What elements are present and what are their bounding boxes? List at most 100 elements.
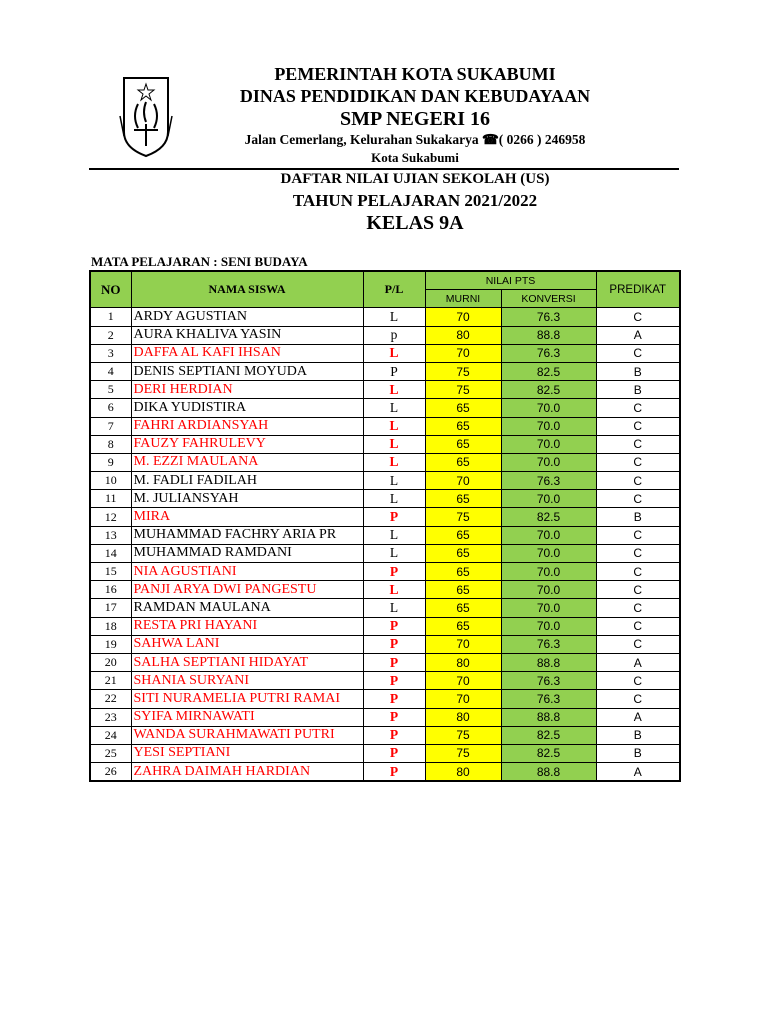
cell-konversi: 70.0 [500, 525, 597, 545]
cell-gender: L [362, 434, 426, 454]
cell-no: 25 [89, 743, 132, 764]
table-row: 9 M. EZZI MAULANA L 65 70.0 C [89, 452, 681, 473]
cell-name: ARDY AGUSTIAN [130, 307, 364, 327]
cell-gender: L [362, 380, 426, 400]
cell-predikat: B [595, 743, 681, 764]
cell-gender: P [362, 762, 426, 782]
cell-predikat: C [595, 416, 681, 436]
school-year: TAHUN PELAJARAN 2021/2022 [292, 191, 538, 210]
cell-name: MUHAMMAD FACHRY ARIA PR [130, 525, 364, 545]
cell-no: 9 [89, 452, 132, 473]
cell-gender: L [362, 598, 426, 618]
table-row: 2 AURA KHALIVA YASIN p 80 88.8 A [89, 325, 681, 345]
cell-konversi: 70.0 [500, 598, 597, 618]
cell-predikat: A [595, 707, 681, 727]
cell-name: DERI HERDIAN [130, 380, 364, 400]
cell-gender: L [362, 452, 426, 473]
cell-no: 16 [89, 580, 132, 600]
col-header-gender: P/L [362, 270, 426, 309]
cell-murni: 65 [424, 580, 502, 600]
cell-predikat: B [595, 725, 681, 745]
cell-gender: P [362, 671, 426, 691]
cell-no: 15 [89, 561, 132, 582]
cell-no: 26 [89, 762, 132, 782]
cell-konversi: 76.3 [500, 471, 597, 491]
cell-no: 5 [89, 380, 132, 400]
cell-gender: L [362, 580, 426, 600]
table-row: 21 SHANIA SURYANI P 70 76.3 C [89, 671, 681, 691]
cell-no: 18 [89, 616, 132, 636]
cell-konversi: 70.0 [500, 489, 597, 509]
table-row: 10 M. FADLI FADILAH L 70 76.3 C [89, 471, 681, 491]
header-divider [89, 168, 679, 170]
cell-name: FAUZY FAHRULEVY [130, 434, 364, 454]
cell-murni: 75 [424, 380, 502, 400]
cell-name: AURA KHALIVA YASIN [130, 325, 364, 345]
cell-murni: 65 [424, 489, 502, 509]
cell-konversi: 88.8 [500, 652, 597, 673]
header-department: DINAS PENDIDIKAN DAN KEBUDAYAAN [239, 86, 591, 106]
cell-gender: P [362, 725, 426, 745]
cell-konversi: 70.0 [500, 580, 597, 600]
cell-name: RAMDAN MAULANA [130, 598, 364, 618]
cell-konversi: 88.8 [500, 707, 597, 727]
col-header-predikat: PREDIKAT [595, 270, 681, 309]
cell-predikat: C [595, 616, 681, 636]
cell-name: FAHRI ARDIANSYAH [130, 416, 364, 436]
cell-no: 23 [89, 707, 132, 727]
table-row: 13 MUHAMMAD FACHRY ARIA PR L 65 70.0 C [89, 525, 681, 545]
cell-name: DAFFA AL KAFI IHSAN [130, 343, 364, 363]
table-row: 25 YESI SEPTIANI P 75 82.5 B [89, 743, 681, 764]
cell-name: SHANIA SURYANI [130, 671, 364, 691]
table-row: 20 SALHA SEPTIANI HIDAYAT P 80 88.8 A [89, 652, 681, 673]
col-header-konversi: KONVERSI [500, 289, 597, 309]
cell-murni: 70 [424, 671, 502, 691]
col-header-name: NAMA SISWA [130, 270, 364, 309]
cell-murni: 75 [424, 725, 502, 745]
cell-name: M. EZZI MAULANA [130, 452, 364, 473]
cell-name: DENIS SEPTIANI MOYUDA [130, 361, 364, 382]
col-header-nilai-pts: NILAI PTS [424, 270, 597, 291]
cell-no: 4 [89, 361, 132, 382]
cell-no: 24 [89, 725, 132, 745]
cell-gender: P [362, 561, 426, 582]
cell-konversi: 82.5 [500, 725, 597, 745]
table-row: 7 FAHRI ARDIANSYAH L 65 70.0 C [89, 416, 681, 436]
cell-gender: L [362, 543, 426, 564]
cell-murni: 65 [424, 416, 502, 436]
cell-gender: L [362, 343, 426, 363]
col-header-murni: MURNI [424, 289, 502, 309]
table-row: 16 PANJI ARYA DWI PANGESTU L 65 70.0 C [89, 580, 681, 600]
cell-predikat: C [595, 580, 681, 600]
cell-murni: 75 [424, 361, 502, 382]
cell-murni: 65 [424, 525, 502, 545]
cell-murni: 70 [424, 343, 502, 363]
cell-konversi: 70.0 [500, 398, 597, 418]
cell-name: SYIFA MIRNAWATI [130, 707, 364, 727]
table-row: 22 SITI NURAMELIA PUTRI RAMAI P 70 76.3 C [89, 689, 681, 709]
table-row: 18 RESTA PRI HAYANI P 65 70.0 C [89, 616, 681, 636]
cell-murni: 80 [424, 762, 502, 782]
cell-gender: L [362, 307, 426, 327]
cell-konversi: 76.3 [500, 307, 597, 327]
city-emblem-logo [119, 77, 173, 158]
cell-name: SITI NURAMELIA PUTRI RAMAI [130, 689, 364, 709]
cell-konversi: 70.0 [500, 434, 597, 454]
cell-gender: P [362, 707, 426, 727]
cell-name: YESI SEPTIANI [130, 743, 364, 764]
cell-name: DIKA YUDISTIRA [130, 398, 364, 418]
header-city: Kota Sukabumi [371, 150, 459, 165]
header-school: SMP NEGERI 16 [339, 108, 491, 130]
table-row: 1 ARDY AGUSTIAN L 70 76.3 C [89, 307, 681, 327]
cell-predikat: C [595, 452, 681, 473]
cell-name: ZAHRA DAIMAH HARDIAN [130, 762, 364, 782]
cell-no: 8 [89, 434, 132, 454]
table-row: 12 MIRA P 75 82.5 B [89, 507, 681, 527]
cell-konversi: 76.3 [500, 343, 597, 363]
cell-name: M. JULIANSYAH [130, 489, 364, 509]
table-row: 6 DIKA YUDISTIRA L 65 70.0 C [89, 398, 681, 418]
cell-konversi: 82.5 [500, 507, 597, 527]
cell-name: RESTA PRI HAYANI [130, 616, 364, 636]
table-row: 11 M. JULIANSYAH L 65 70.0 C [89, 489, 681, 509]
cell-murni: 75 [424, 743, 502, 764]
